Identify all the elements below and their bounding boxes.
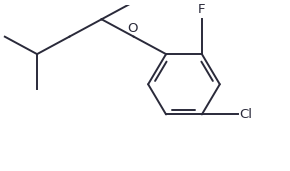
Text: F: F xyxy=(198,3,206,16)
Text: O: O xyxy=(127,22,138,35)
Text: Cl: Cl xyxy=(239,108,252,121)
